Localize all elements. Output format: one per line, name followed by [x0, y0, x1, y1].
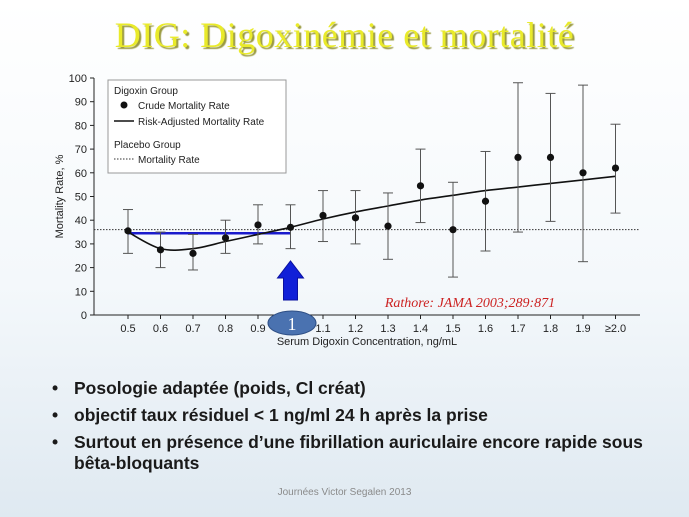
x-axis-label: Serum Digoxin Concentration, ng/mL: [277, 336, 457, 348]
series-line-risk-adjusted: [127, 175, 616, 251]
x-tick-label: 0.7: [185, 323, 200, 335]
x-tick-label: 1.2: [348, 323, 363, 335]
x-tick-label: 1.5: [445, 323, 460, 335]
legend-entry: Placebo Group: [114, 140, 181, 151]
data-point: [384, 222, 392, 230]
bullet-item: Surtout en présence d’une fibrillation a…: [52, 432, 662, 474]
bullet-item: Posologie adaptée (poids, Cl créat): [52, 378, 662, 399]
legend-box: [107, 79, 287, 174]
y-tick-label: 30: [75, 239, 87, 251]
x-tick-label: 1.9: [575, 323, 590, 335]
legend-entry: Crude Mortality Rate: [138, 101, 230, 112]
x-tick-label: 0.8: [218, 323, 233, 335]
legend-swatch-crude: [120, 101, 128, 109]
y-tick-label: 80: [75, 120, 87, 132]
data-point: [254, 221, 262, 229]
y-tick-label: 50: [75, 192, 87, 204]
marker-badge-label: 1: [288, 314, 297, 334]
data-point: [546, 153, 555, 161]
data-point: [221, 234, 230, 242]
marker-badge: [267, 310, 317, 336]
data-point: [286, 223, 295, 231]
data-point: [481, 197, 490, 205]
x-tick-label: 0.5: [120, 323, 135, 335]
data-point: [189, 249, 197, 257]
x-tick-label: 1.7: [510, 323, 525, 335]
data-point: [416, 182, 425, 190]
footer-text: Journées Victor Segalen 2013: [277, 487, 412, 498]
y-tick-label: 20: [75, 263, 87, 275]
y-tick-label: 100: [69, 73, 87, 85]
y-tick-label: 60: [75, 168, 87, 180]
chart-legend: Digoxin Group Crude Mortality Rate Risk-Ad…: [107, 79, 287, 174]
y-axis-label: Mortality Rate, %: [54, 154, 66, 238]
data-point: [319, 211, 327, 220]
y-tick-label: 40: [75, 215, 87, 227]
data-point: [514, 153, 522, 161]
data-point: [579, 169, 587, 177]
data-point: [156, 246, 165, 254]
slide-title: DIG: Digoxinémie et mortalité: [114, 15, 575, 55]
data-point: [611, 164, 620, 172]
x-tick-label: 0.9: [250, 323, 265, 335]
arrow-up-icon: [276, 260, 305, 301]
x-tick-label: 1.6: [478, 323, 493, 335]
legend-entry: Digoxin Group: [114, 86, 178, 97]
data-point: [449, 226, 457, 234]
data-point: [351, 214, 360, 222]
y-tick-label: 0: [81, 310, 87, 322]
x-tick-label: 1.1: [315, 323, 330, 335]
y-tick-label: 10: [75, 286, 87, 298]
x-tick-label: 1.4: [413, 323, 428, 335]
x-tick-label: 1.8: [543, 323, 558, 335]
legend-entry: Mortality Rate: [138, 155, 200, 166]
x-tick-label: 1.3: [380, 323, 395, 335]
x-tick-label: 0.6: [153, 323, 168, 335]
citation-text: Rathore: JAMA 2003;289:871: [384, 296, 555, 311]
x-tick-label: ≥2.0: [605, 323, 626, 335]
bullet-list: Posologie adaptée (poids, Cl créat) obje…: [52, 378, 662, 480]
legend-entry: Risk-Adjusted Mortality Rate: [138, 117, 265, 128]
y-tick-label: 70: [75, 144, 87, 156]
y-tick-label: 90: [75, 97, 87, 109]
chart-plot: 1: [94, 82, 640, 336]
data-point: [124, 227, 132, 235]
chart: 01020304050607080901000.50.60.70.80.91.0…: [54, 73, 640, 348]
chart-axes: 01020304050607080901000.50.60.70.80.91.0…: [54, 73, 640, 348]
bullet-item: objectif taux résiduel < 1 ng/ml 24 h ap…: [52, 405, 662, 426]
